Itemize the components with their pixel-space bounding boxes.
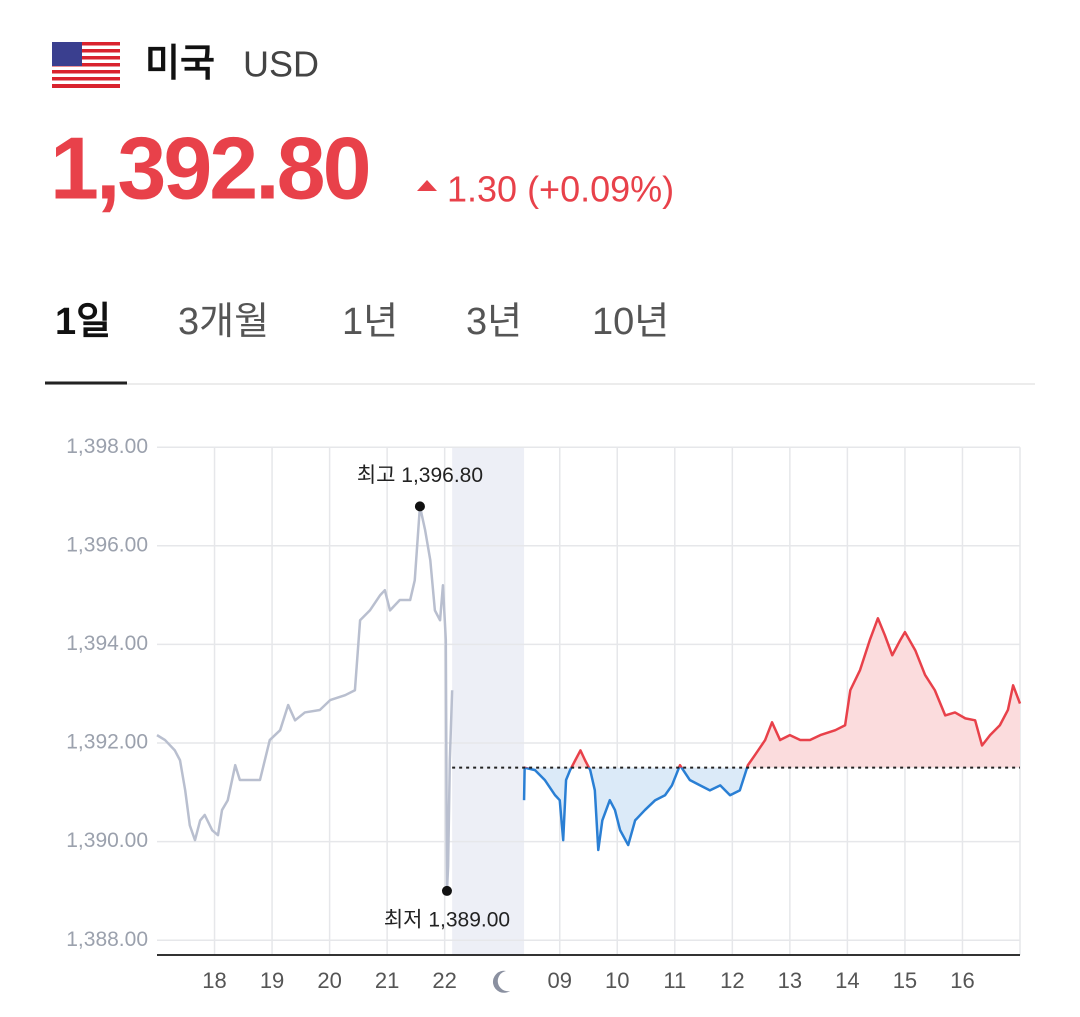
x-tick-label: 19 <box>260 968 284 993</box>
chart: 1,388.00 1,390.00 1,392.00 1,394.00 1,396.00… <box>66 435 1022 993</box>
annotation: 최저 1,389.00 <box>384 908 510 931</box>
tab[interactable]: 10년 <box>592 301 669 343</box>
price: 1,392.80 <box>50 118 369 217</box>
line <box>522 617 1022 852</box>
x-tick-label: 22 <box>432 968 456 993</box>
up-arrow <box>417 180 437 191</box>
country: 미국 <box>145 43 215 85</box>
price-change: 1.30 (+0.09%) <box>447 169 674 210</box>
y-tick-label: 1,396.00 <box>66 533 148 556</box>
line <box>156 505 454 893</box>
x-tick-label: 10 <box>605 968 629 993</box>
y-tick-label: 1,390.00 <box>66 829 148 852</box>
night-band <box>452 447 525 955</box>
y-tick-label: 1,388.00 <box>66 928 148 951</box>
x-tick-label: 18 <box>202 968 226 993</box>
x-tick-label: 11 <box>663 968 686 993</box>
y-tick-label: 1,394.00 <box>66 632 148 655</box>
x-tick-label: 14 <box>835 968 859 993</box>
tab[interactable]: 3년 <box>466 301 522 343</box>
y-tick-label: 1,392.00 <box>66 731 148 754</box>
x-tick-label: 21 <box>375 968 399 993</box>
night-icon <box>492 970 510 993</box>
tab-bar: 1일 3개월 1년 3년 10년 <box>55 301 669 343</box>
tab[interactable]: 1일 <box>55 301 111 343</box>
annotation: 최고 1,396.80 <box>357 464 483 487</box>
tab[interactable]: 3개월 <box>178 301 269 343</box>
extreme-dot <box>441 885 452 896</box>
x-tick-label: 09 <box>547 968 571 993</box>
x-tick-label: 20 <box>317 968 341 993</box>
extreme-dot <box>414 501 425 512</box>
area <box>524 618 1020 850</box>
y-tick-label: 1,398.00 <box>66 435 148 458</box>
x-tick-label: 13 <box>778 968 802 993</box>
us-flag <box>52 42 120 88</box>
tab[interactable]: 1년 <box>342 301 398 343</box>
x-tick-label: 15 <box>893 968 917 993</box>
x-tick-label: 12 <box>720 968 744 993</box>
x-tick-label: 16 <box>950 968 974 993</box>
currency: USD <box>243 44 319 85</box>
